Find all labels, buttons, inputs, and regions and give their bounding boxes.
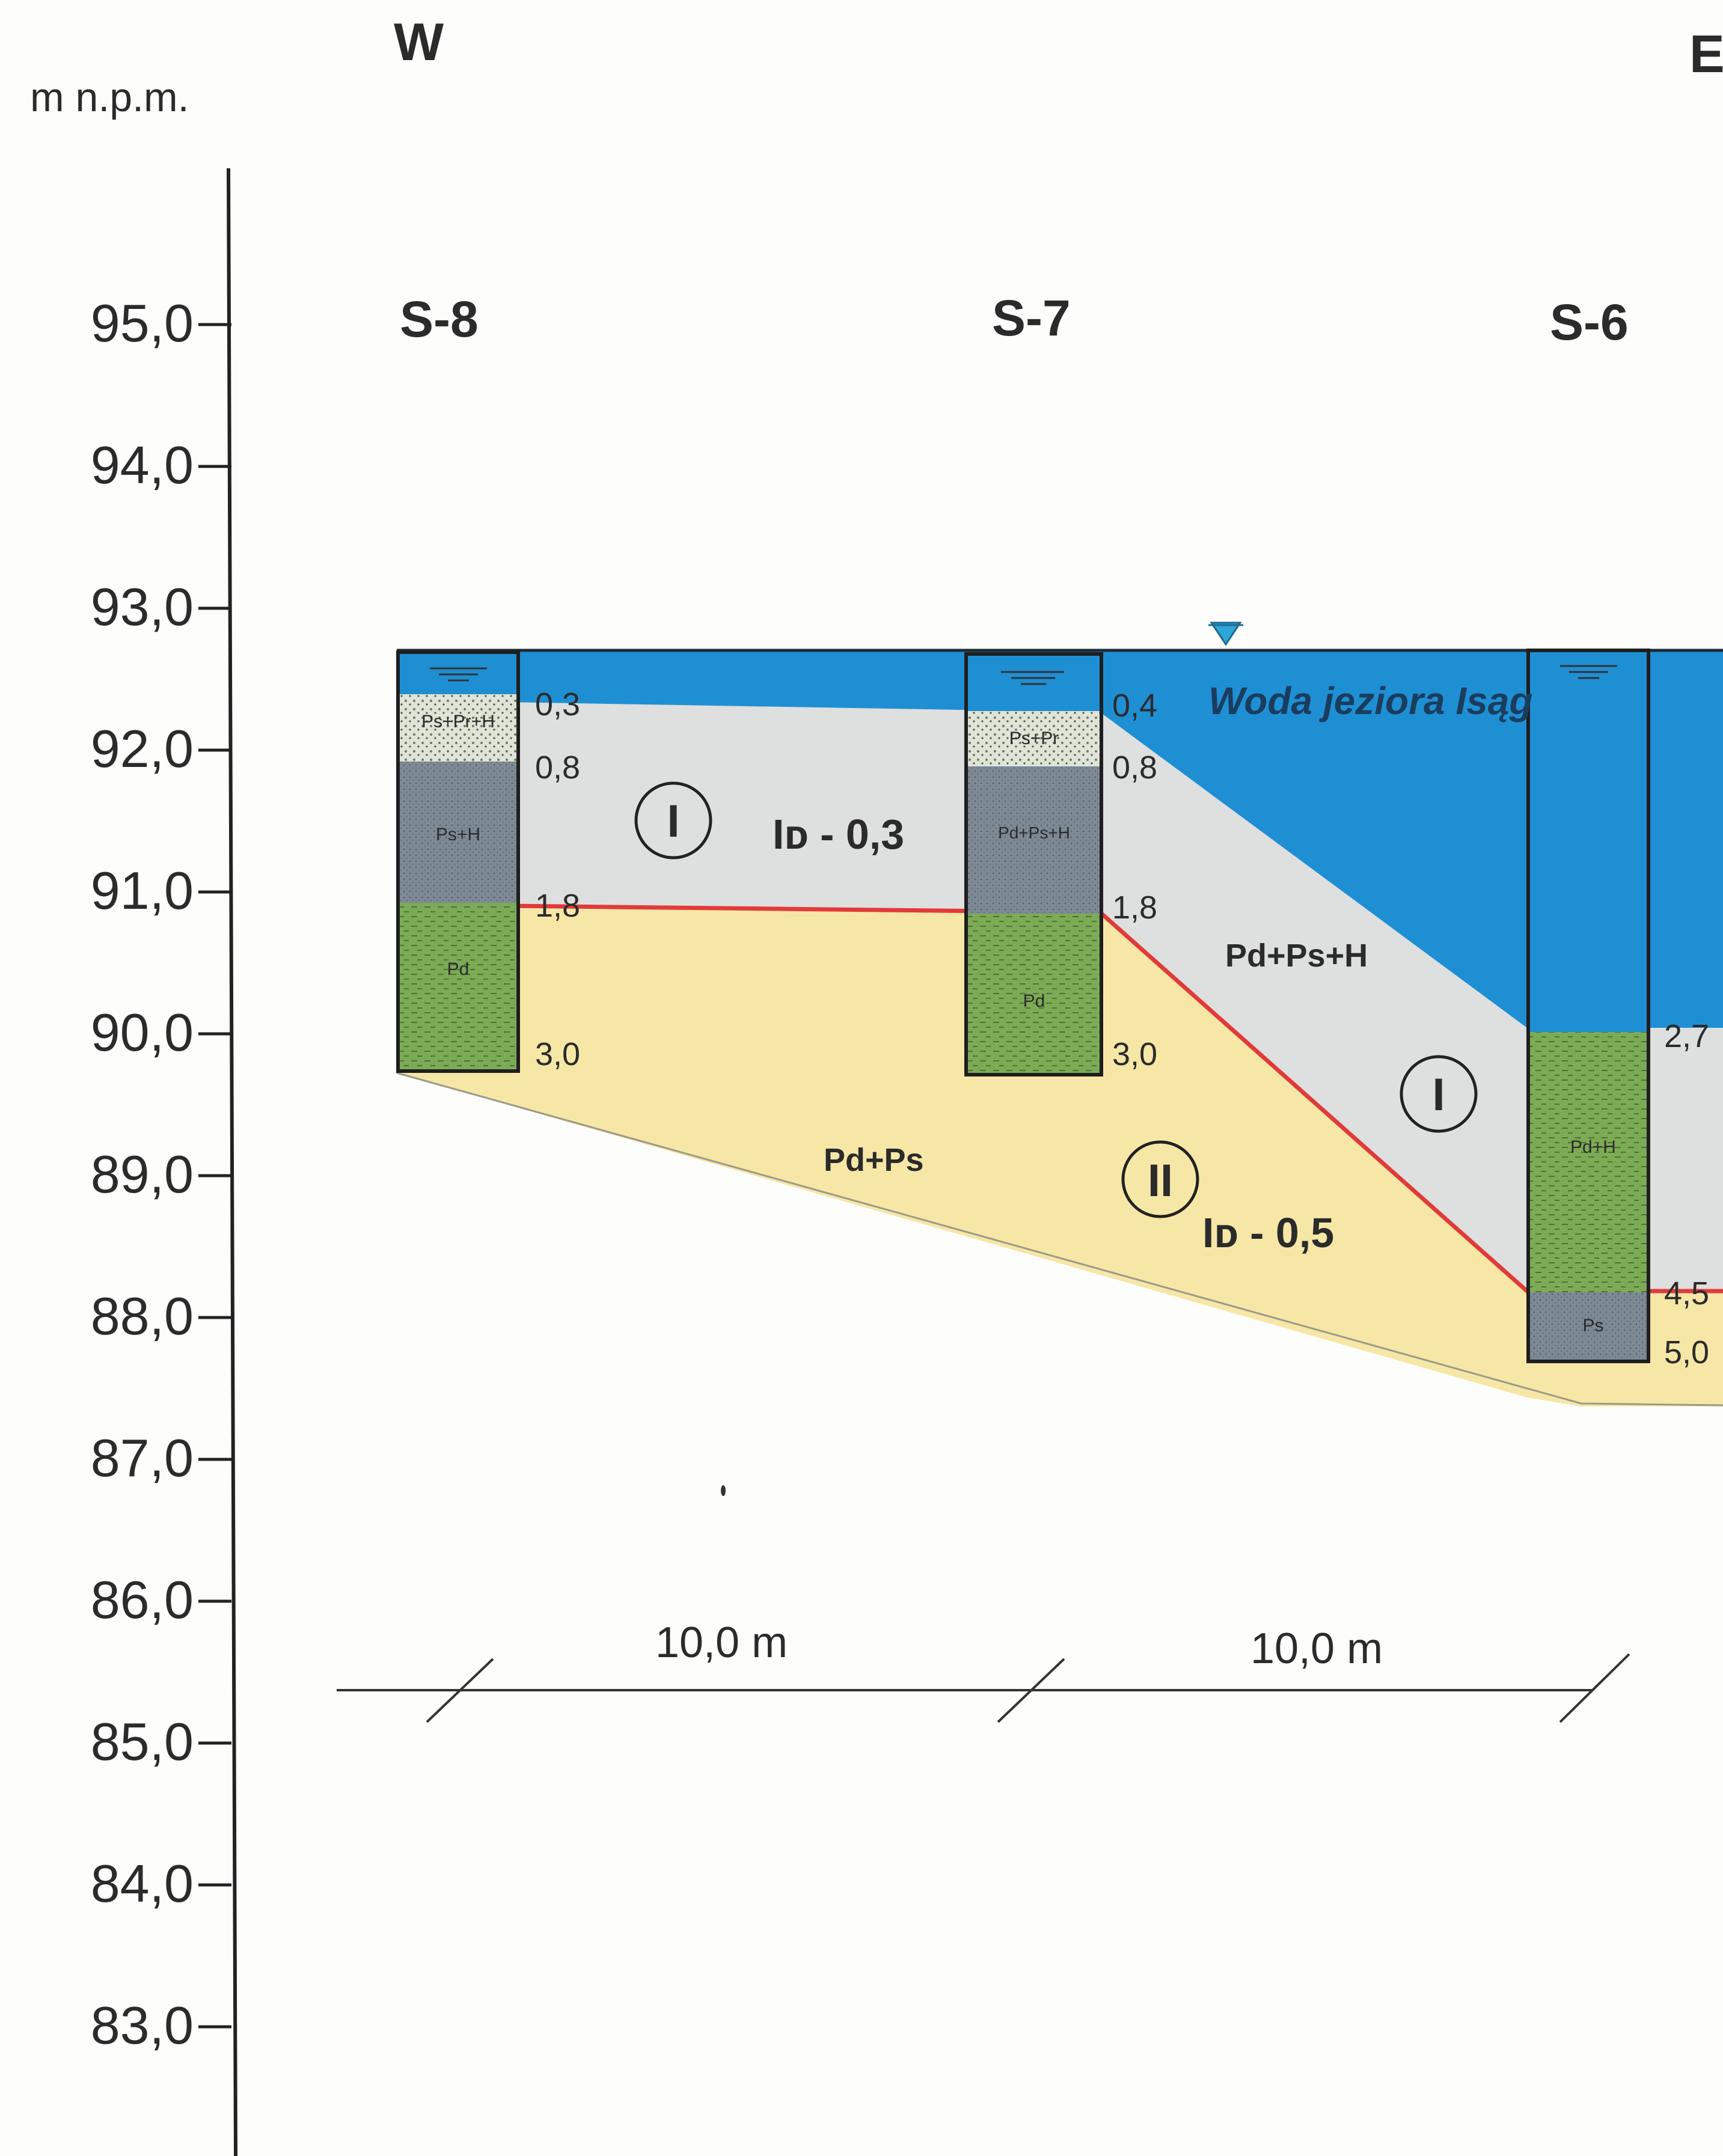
axis-tick-label: 85,0 [91,1712,194,1771]
axis-tick-label: 91,0 [91,861,194,920]
layer-II-soil-label: Pd+Ps [824,1142,924,1178]
s7-depth-4: 3,0 [1112,1036,1157,1072]
s6-layer-2-label: Ps [1582,1316,1603,1336]
s8-water-segment [398,652,518,694]
s7-water-segment [966,654,1101,711]
borehole-s8-label: S-8 [400,291,479,347]
axis-tick-label: 86,0 [91,1570,194,1629]
borehole-s7-label: S-7 [992,290,1071,346]
lake-water [397,649,1723,1028]
s8-layer-2-texture [398,762,518,903]
elevation-ticks: 95,0 94,0 93,0 92,0 91,0 90,0 89,0 88,0 87,0 86,0… [91,293,231,2055]
s8-layer-1-label: Ps+Pr+H [421,712,495,731]
s7-layer-1-label: Ps+Pr [1009,728,1059,748]
s7-layer-2-texture [966,766,1101,914]
s6-depth-1: 2,7 [1664,1018,1709,1054]
scale-segment-2: 10,0 m [1250,1625,1383,1673]
s8-layer-2-label: Ps+H [436,825,480,844]
axis-tick-label: 83,0 [91,1996,194,2055]
layer-II-marker-circle [1121,1140,1199,1218]
layer-I-soil-label: Pd+Ps+H [1225,938,1368,974]
scale-segment-1: 10,0 m [655,1619,788,1667]
profile-bottom-line [396,1072,1723,1406]
layer-I-marker-1: I [667,796,679,847]
s6-column-frame [1526,649,1650,1363]
s6-layer-2-texture [1528,1292,1648,1361]
layer-I-zone [397,700,1723,1293]
s6-layer-1-label: Pd+H [1570,1137,1616,1157]
axis-tick-label: 88,0 [91,1286,194,1346]
scale-bar: 10,0 m 10,0 m [337,1619,1630,1723]
borehole-s7[interactable]: S-7 Ps+Pr Pd+Ps+H Pd 0,4 0,8 1,8 3,0 [964,290,1157,1076]
axis-tick-label: 84,0 [91,1854,194,1913]
s6-depth-3: 5,0 [1664,1334,1709,1370]
water-level-icon [1210,621,1242,646]
s8-water-symbol-icon [430,667,487,682]
s8-depth-4: 3,0 [535,1036,580,1072]
layer-I-marker-circle-2 [1400,1055,1478,1133]
axis-tick-label: 93,0 [91,577,194,637]
s7-layer-3-texture [966,914,1101,1075]
axis-tick-label: 90,0 [91,1003,194,1062]
borehole-s8[interactable]: S-8 Ps+Pr+H Ps+H Pd 0,3 0,8 1,8 3,0 [396,291,580,1073]
s6-water-segment [1528,650,1648,1032]
s7-water-symbol-icon [1001,671,1064,685]
s7-layer-3-label: Pd [1023,991,1045,1011]
s7-depth-3: 1,8 [1112,890,1157,926]
s7-depth-1: 0,4 [1112,688,1157,724]
s7-column-frame [964,652,1103,1076]
axis-unit-label: m n.p.m. [30,75,189,120]
borehole-s6[interactable]: S-6 Pd+H Ps 2,7 4,5 5,0 [1526,294,1709,1370]
s8-layer-3-texture [398,903,518,1071]
s8-depth-3: 1,8 [535,888,580,924]
s6-layer-1-texture [1528,1032,1648,1292]
borehole-s6-label: S-6 [1550,294,1629,350]
layer-II-marker: II [1148,1155,1173,1206]
axis-tick-label: 95,0 [91,293,194,353]
east-label: E [1689,24,1723,84]
speck-mark [721,1485,726,1496]
axis-tick-label: 94,0 [91,435,194,495]
axis-tick-label: 89,0 [91,1144,194,1204]
s8-depth-2: 0,8 [535,750,580,786]
s8-layer-1-texture [398,694,518,762]
lake-water-label: Woda jeziora Isąg [1208,679,1532,722]
axis-tick-label: 87,0 [91,1428,194,1488]
s7-layer-2-label: Pd+Ps+H [998,823,1070,842]
layer-II-density-index: Iᴅ - 0,5 [1202,1209,1334,1256]
s6-water-symbol-icon [1560,665,1617,679]
layer-I-marker-2: I [1432,1069,1445,1120]
s8-layer-3-label: Pd [447,959,470,979]
axis-tick-label: 92,0 [91,719,194,778]
layer-I-marker-circle-1 [634,781,712,860]
s6-depth-2: 4,5 [1664,1275,1709,1312]
elevation-axis-line [227,168,237,2156]
west-label: W [394,12,444,72]
s8-depth-1: 0,3 [535,686,580,722]
s7-depth-2: 0,8 [1112,750,1157,786]
s7-layer-1-texture [966,711,1101,766]
layer-II-zone [397,908,1723,1406]
layer-I-density-index: Iᴅ - 0,3 [773,811,904,858]
s8-column-frame [396,650,520,1073]
